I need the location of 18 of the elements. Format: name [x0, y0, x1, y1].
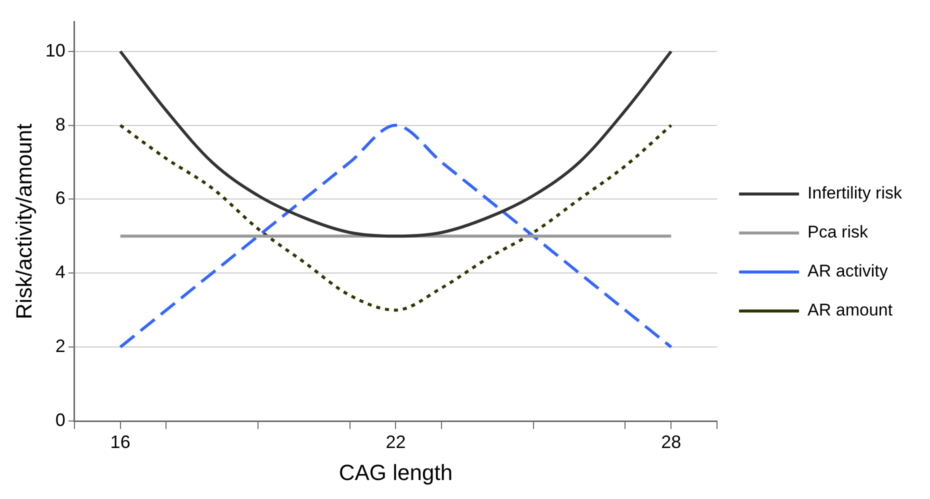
x-tick-label: 28: [661, 432, 682, 452]
x-tick-label: 22: [386, 432, 406, 452]
y-tick-label: 8: [55, 114, 66, 134]
legend-label: AR amount: [808, 300, 893, 320]
legend-label: AR activity: [808, 262, 888, 281]
y-tick-label: 2: [55, 336, 66, 356]
y-tick-label: 10: [45, 40, 66, 60]
y-axis-title: Risk/activity/amount: [11, 124, 36, 320]
legend-label: Pca risk: [808, 222, 868, 242]
x-axis-title: CAG length: [338, 460, 453, 485]
line-series: [118, 50, 673, 238]
y-tick-label: 4: [55, 262, 66, 282]
y-tick-label: 6: [55, 188, 66, 208]
y-tick-label: 0: [55, 410, 66, 430]
line-series: [118, 124, 673, 312]
x-tick-label: 16: [110, 432, 130, 452]
line-series: [118, 124, 673, 349]
legend-label: Infertility risk: [808, 184, 902, 203]
